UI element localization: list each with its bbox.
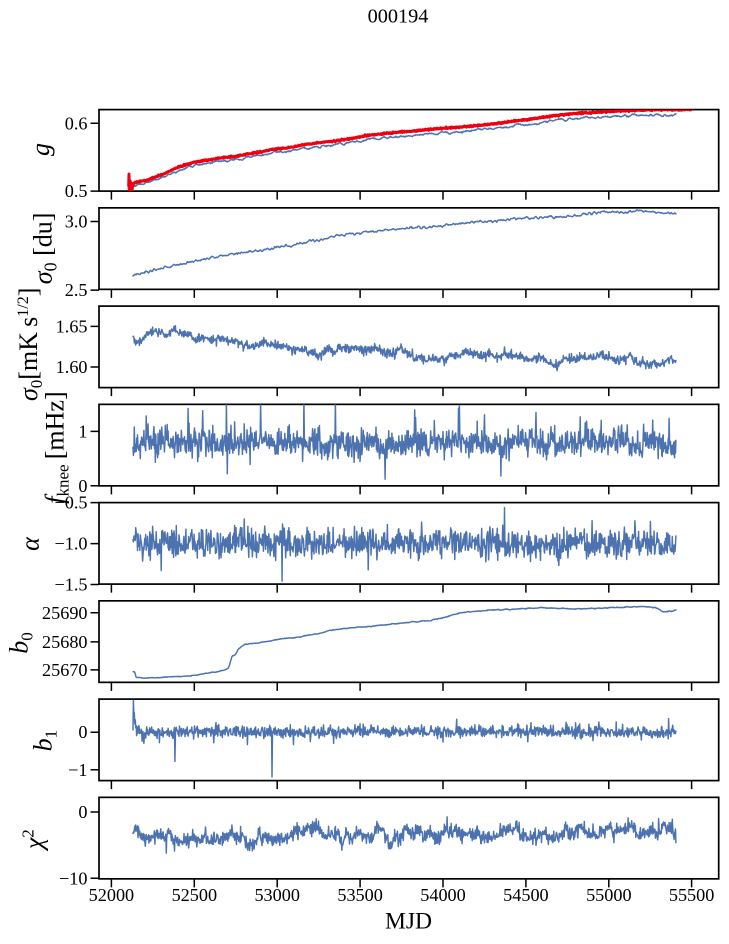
svg-text:−0.5: −0.5 (55, 493, 88, 513)
svg-text:g: g (26, 143, 55, 156)
svg-text:−10: −10 (59, 868, 87, 888)
svg-text:0.5: 0.5 (65, 181, 88, 201)
svg-text:σ0 [du]: σ0 [du] (29, 213, 61, 285)
svg-text:α: α (16, 536, 45, 551)
svg-text:3.0: 3.0 (65, 212, 88, 232)
svg-text:1.60: 1.60 (56, 357, 88, 377)
svg-text:σ0[mK s1/2]: σ0[mK s1/2] (14, 288, 46, 401)
svg-text:−1.5: −1.5 (55, 575, 88, 595)
svg-text:χ2: χ2 (19, 829, 49, 852)
svg-text:0: 0 (78, 802, 87, 822)
svg-text:52000: 52000 (89, 885, 134, 905)
svg-text:2.5: 2.5 (65, 280, 88, 300)
svg-text:1.65: 1.65 (56, 316, 88, 336)
svg-text:MJD: MJD (385, 909, 432, 935)
svg-text:b0: b0 (5, 632, 37, 654)
svg-text:53500: 53500 (337, 885, 382, 905)
svg-text:−1: −1 (68, 760, 87, 780)
svg-text:−1.0: −1.0 (55, 534, 88, 554)
svg-text:53000: 53000 (254, 885, 299, 905)
svg-text:25680: 25680 (42, 632, 87, 652)
svg-text:000194: 000194 (368, 6, 429, 28)
svg-text:b1: b1 (29, 730, 61, 752)
svg-text:54000: 54000 (420, 885, 465, 905)
svg-text:52500: 52500 (172, 885, 217, 905)
svg-text:25670: 25670 (42, 660, 87, 680)
svg-text:55000: 55000 (586, 885, 631, 905)
svg-text:54500: 54500 (503, 885, 548, 905)
svg-text:0: 0 (78, 722, 87, 742)
svg-text:1: 1 (78, 421, 87, 441)
svg-text:55500: 55500 (669, 885, 714, 905)
svg-text:0: 0 (78, 476, 87, 496)
svg-text:0.6: 0.6 (65, 113, 88, 133)
svg-text:25690: 25690 (42, 603, 87, 623)
svg-text:fknee [mHz]: fknee [mHz] (41, 391, 73, 503)
